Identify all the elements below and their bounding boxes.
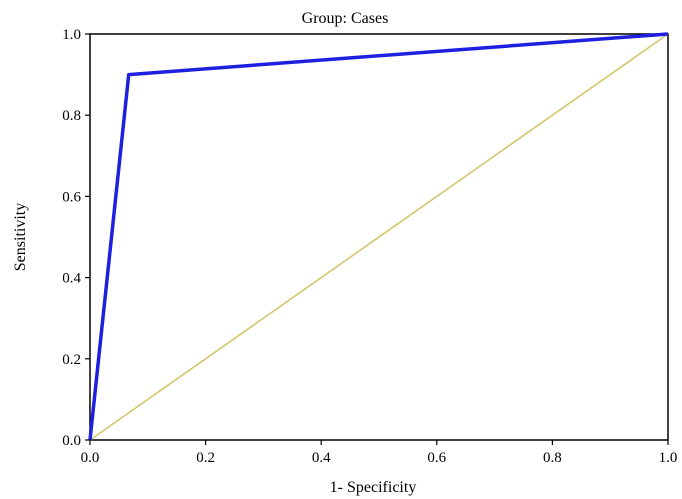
plot-frame [89, 33, 669, 441]
x-axis-title: 1- Specificity [330, 479, 417, 496]
y-tick-label: 1.0 [62, 27, 81, 43]
axis-layer: 0.0 0.2 0.4 0.6 0.8 1.0 0.0 0.2 0.4 0.6 0.8 1.0 [62, 27, 677, 466]
chart-title: Group: Cases [302, 10, 389, 27]
roc-curve-line [88, 32, 669, 441]
x-tick-label: 0.6 [427, 450, 446, 466]
x-tick-label: 0.8 [543, 450, 562, 466]
x-tick-label: 0.4 [312, 450, 331, 466]
x-tick-label: 0.0 [81, 450, 100, 466]
y-tick-label: 0.4 [62, 271, 81, 287]
series-layer [88, 32, 669, 441]
y-axis-title: Sensitivity [12, 203, 29, 271]
y-tick-label: 0.8 [62, 108, 81, 124]
reference-diagonal-line [89, 33, 669, 441]
y-tick-label: 0.2 [62, 352, 81, 368]
x-tick-label: 0.2 [196, 450, 215, 466]
y-tick-label: 0.0 [62, 433, 81, 449]
y-tick-label: 0.6 [62, 189, 81, 205]
x-tick-label: 1.0 [659, 450, 678, 466]
